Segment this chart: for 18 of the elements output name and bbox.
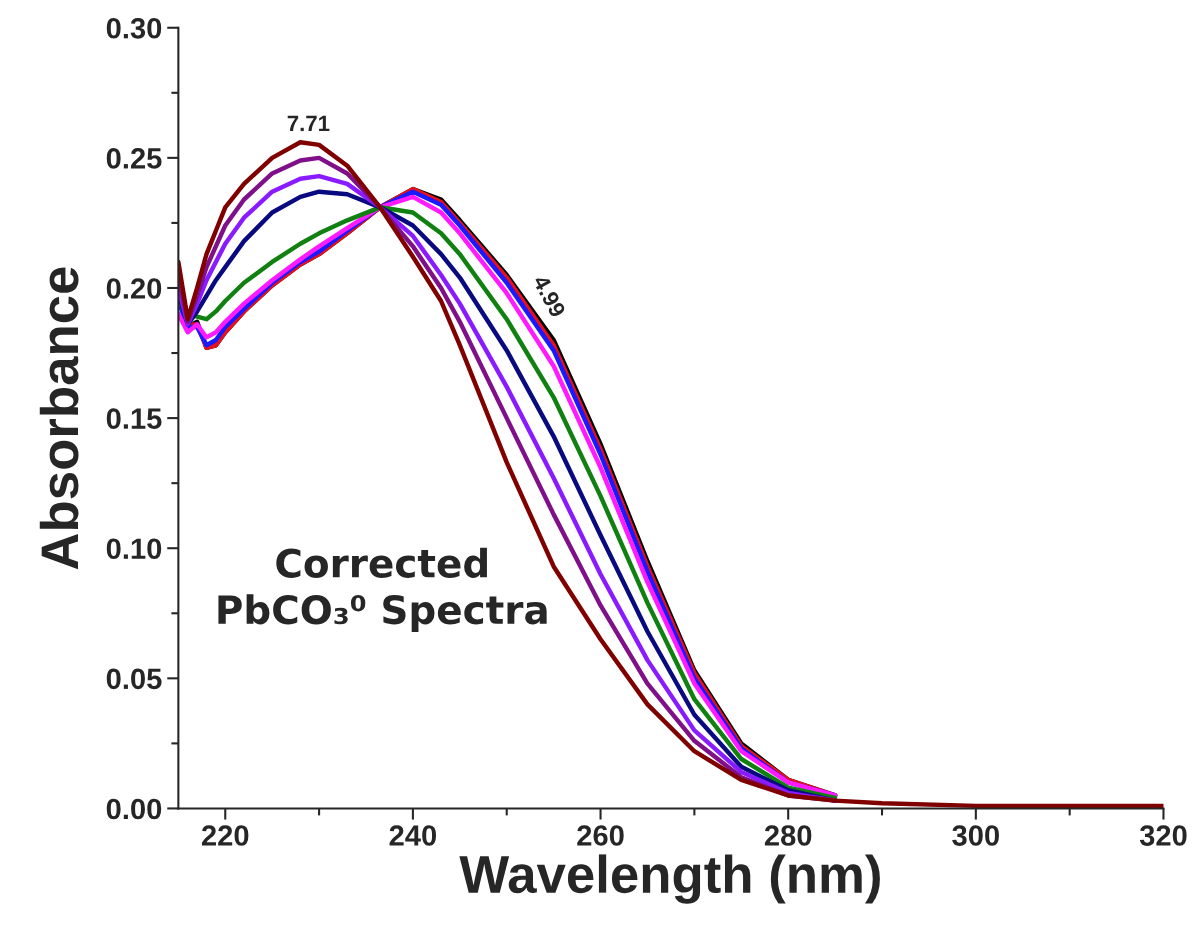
x-tick-label: 260: [577, 825, 624, 846]
annotation: Corrected PbCO₃⁰ Spectra: [218, 547, 547, 632]
y-tick-label: 0.10: [106, 538, 162, 560]
y-tick-label: 0.15: [106, 408, 162, 429]
y-tick-label: 0.00: [106, 798, 162, 820]
x-tick-label: 220: [201, 825, 249, 846]
x-axis-title: Wavelength (nm): [459, 854, 880, 904]
y-tick-label: 0.30: [106, 17, 162, 39]
x-tick-label: 240: [389, 825, 437, 846]
y-axis-title: Absorbance: [39, 267, 79, 570]
y-tick-label: 0.05: [106, 668, 162, 690]
y-tick-label: 0.20: [106, 278, 162, 299]
x-tick-label: 280: [764, 825, 812, 846]
annotation: 7.71: [287, 115, 330, 132]
y-tick-label: 0.25: [106, 148, 162, 169]
annotation: 4.99: [532, 273, 567, 319]
x-tick-label: 300: [952, 825, 999, 846]
x-tick-label: 320: [1139, 825, 1187, 846]
